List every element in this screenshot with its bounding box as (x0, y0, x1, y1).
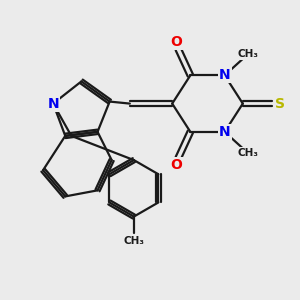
Text: S: S (275, 97, 285, 111)
Text: CH₃: CH₃ (238, 50, 259, 59)
Text: N: N (219, 125, 230, 139)
Text: CH₃: CH₃ (123, 236, 144, 246)
Text: O: O (170, 35, 182, 49)
Text: O: O (170, 158, 182, 172)
Text: N: N (47, 97, 59, 111)
Text: CH₃: CH₃ (238, 148, 259, 158)
Text: N: N (219, 68, 230, 82)
